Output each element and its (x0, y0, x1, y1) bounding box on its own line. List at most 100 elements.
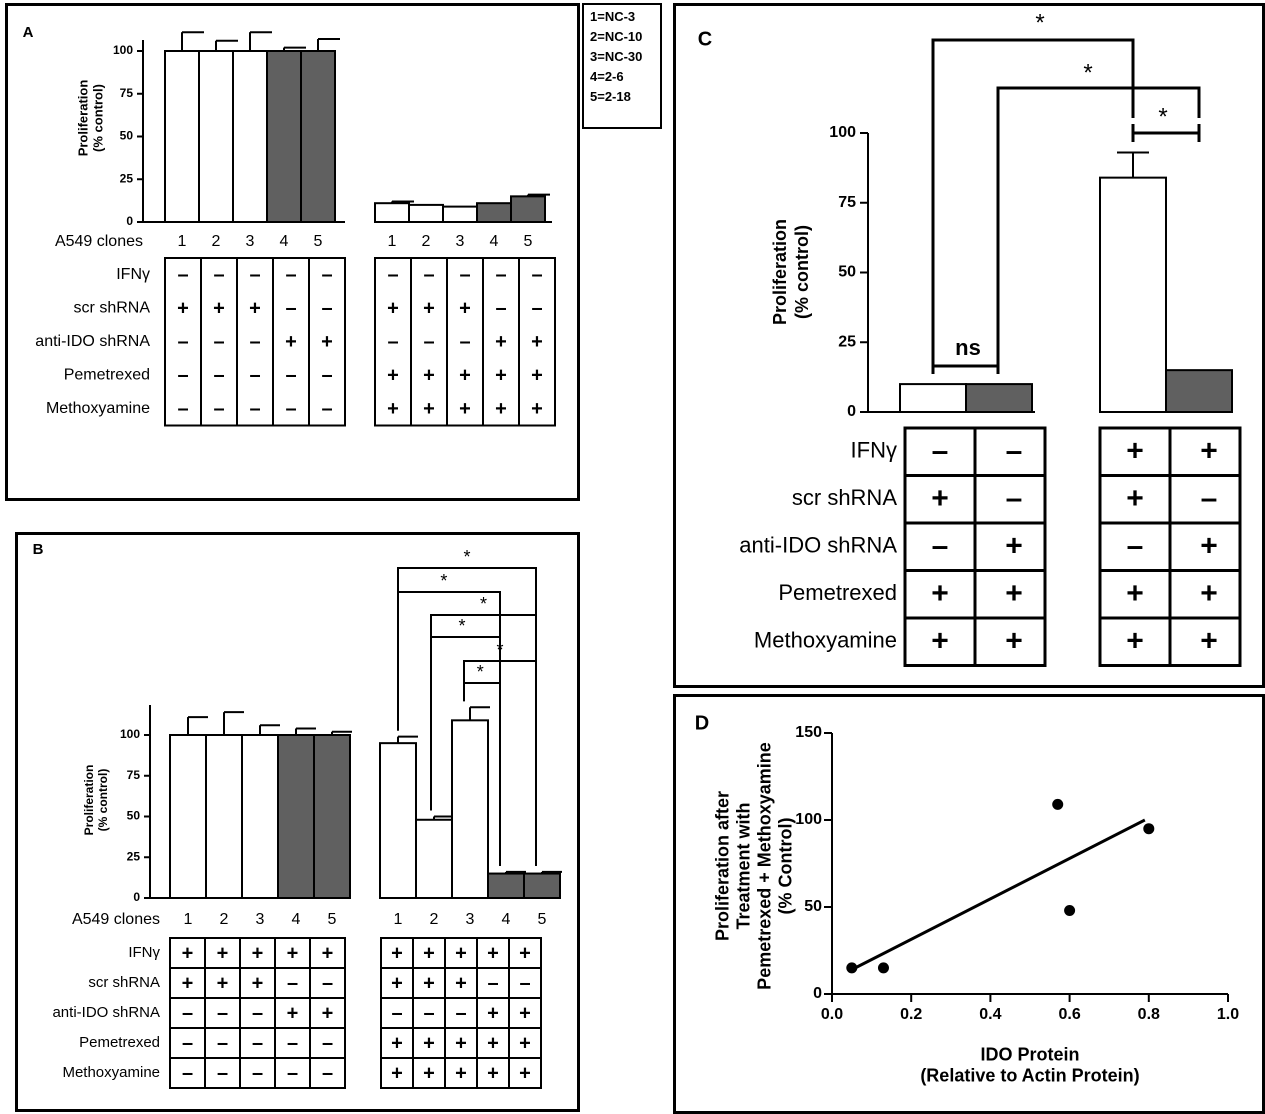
bar (205, 734, 243, 899)
y-tick-label: 0 (133, 890, 140, 904)
table-cell-meth: – (321, 398, 332, 420)
significance-bracket (463, 682, 501, 866)
table-cell-pem: – (321, 365, 332, 387)
row-label-ifng: IFNγ (851, 438, 897, 463)
table-cell-antiido: – (423, 1002, 434, 1024)
table-cell-scr: + (217, 972, 229, 994)
table-cell-meth: + (423, 398, 435, 420)
table-cell-antiido: – (459, 331, 470, 353)
table-cell-scr: + (249, 298, 261, 320)
bar (232, 50, 268, 223)
table-cell-scr: + (387, 298, 399, 320)
panel-d-label: D (695, 712, 709, 734)
panel-b-label: B (33, 541, 44, 558)
table-cell-antiido: + (287, 1002, 299, 1024)
table-cell-antiido: – (249, 331, 260, 353)
table-cell-scr: – (1201, 482, 1218, 515)
table-cell-ifng: – (932, 435, 949, 468)
y-tick-label: 25 (838, 333, 856, 350)
table-cell-meth: + (459, 398, 471, 420)
table-cell-pem: + (1005, 577, 1023, 610)
significance-star: * (459, 616, 466, 636)
table-cell-meth: + (423, 1062, 435, 1084)
significance-star: * (1158, 103, 1167, 130)
table-cell-ifng: + (322, 942, 334, 964)
table-cell-scr: + (177, 298, 189, 320)
table-cell-pem: – (182, 1032, 193, 1054)
bar (1099, 176, 1167, 413)
y-tick-label: 50 (838, 264, 856, 281)
table-cell-ifng: – (249, 264, 260, 286)
table-cell-scr: – (531, 298, 542, 320)
bar (300, 50, 336, 223)
table-cell-pem: + (487, 1032, 499, 1054)
table-cell-pem: + (495, 365, 507, 387)
table-cell-pem: + (455, 1032, 467, 1054)
significance-star: * (477, 662, 484, 682)
bar (266, 50, 302, 223)
y-axis-title: Proliferation afterTreatment withPemetre… (713, 742, 796, 990)
row-label-scr: scr shRNA (74, 299, 151, 316)
table-cell-meth: + (495, 398, 507, 420)
table-cell-ifng: + (423, 942, 435, 964)
y-tick-label: 100 (120, 727, 140, 741)
row-label-pem: Pemetrexed (64, 366, 150, 383)
table-cell-antiido: – (252, 1002, 263, 1024)
table-cell-ifng: + (217, 942, 229, 964)
y-tick-label: 75 (838, 194, 856, 211)
table-cell-ifng: + (1200, 435, 1218, 468)
table-cell-pem: + (423, 365, 435, 387)
significance-ns: ns (955, 335, 981, 360)
table-cell-meth: + (531, 398, 543, 420)
table-cell-pem: + (1126, 577, 1144, 610)
x-tick-label: 0.4 (979, 1006, 1001, 1023)
table-cell-scr: + (931, 482, 949, 515)
data-point (1064, 904, 1076, 916)
table-cell-ifng: + (487, 942, 499, 964)
table-cell-antiido: – (932, 530, 949, 563)
y-axis-title: Proliferation(% control) (770, 219, 812, 325)
table-cell-pem: + (391, 1032, 403, 1054)
table-cell-pem: + (1200, 577, 1218, 610)
bar (442, 205, 478, 224)
table-cell-meth: – (322, 1062, 333, 1084)
y-axis-title: Proliferation(% control) (82, 765, 110, 836)
table-cell-pem: – (249, 365, 260, 387)
x-tick-label: 0.6 (1058, 1006, 1080, 1023)
table-cell-antiido: – (182, 1002, 193, 1024)
table-cell-antiido: – (387, 331, 398, 353)
bar (510, 195, 546, 224)
table-cell-pem: – (322, 1032, 333, 1054)
table-cell-ifng: – (1006, 435, 1023, 468)
y-tick-label: 100 (113, 43, 133, 57)
table-cell-ifng: – (213, 264, 224, 286)
x-category-label: 3 (246, 233, 255, 250)
table-cell-meth: – (213, 398, 224, 420)
table-cell-meth: – (249, 398, 260, 420)
bar (476, 202, 512, 224)
table-cell-scr: + (252, 972, 264, 994)
table-cell-scr: + (182, 972, 194, 994)
table-cell-antiido: + (1005, 530, 1023, 563)
table-cell-pem: + (519, 1032, 531, 1054)
table-cell-scr: – (495, 298, 506, 320)
bar (523, 872, 561, 899)
y-axis-title: Proliferation(% control) (76, 80, 106, 157)
table-cell-pem: + (931, 577, 949, 610)
bar (899, 383, 967, 414)
table-cell-ifng: – (459, 264, 470, 286)
y-tick-label: 25 (120, 171, 134, 185)
row-label-pem: Pemetrexed (79, 1034, 160, 1051)
row-label-meth: Methoxyamine (62, 1064, 160, 1081)
row-label-ifng: IFNγ (128, 944, 160, 961)
table-cell-ifng: – (387, 264, 398, 286)
bar (415, 818, 453, 900)
table-cell-ifng: – (321, 264, 332, 286)
table-cell-antiido: + (487, 1002, 499, 1024)
table-cell-meth: – (177, 398, 188, 420)
table-cell-antiido: – (423, 331, 434, 353)
data-point (1143, 823, 1155, 835)
table-cell-pem: – (213, 365, 224, 387)
table-cell-ifng: – (177, 264, 188, 286)
table-cell-antiido: + (322, 1002, 334, 1024)
